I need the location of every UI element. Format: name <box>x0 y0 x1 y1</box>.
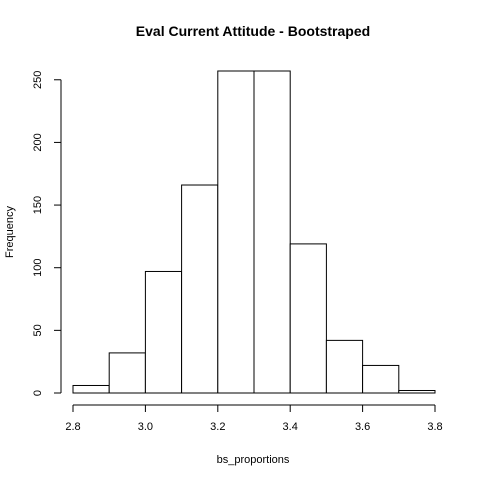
x-tick-label: 3.6 <box>355 421 370 433</box>
histogram-bar <box>398 389 436 394</box>
x-tick-label: 3.4 <box>283 421 298 433</box>
y-tick-label: 50 <box>32 324 44 336</box>
histogram-bar <box>253 70 291 394</box>
x-tick-label: 2.8 <box>65 421 80 433</box>
x-axis-label: bs_proportions <box>217 454 290 466</box>
x-axis: 2.8 3.0 3.2 3.4 3.6 3.8 <box>65 404 443 433</box>
y-tick-label: 100 <box>32 259 44 277</box>
y-tick-label: 150 <box>32 196 44 214</box>
y-tick-label: 200 <box>32 133 44 151</box>
histogram-bar <box>289 243 327 394</box>
histogram-bar <box>72 384 110 394</box>
chart-title: Eval Current Attitude - Bootstraped <box>136 23 370 39</box>
x-tick-label: 3.2 <box>210 421 225 433</box>
y-tick-label: 0 <box>32 390 44 396</box>
histogram-bar <box>144 270 183 394</box>
y-axis-label: Frequency <box>4 206 16 258</box>
histogram-bar <box>181 184 219 394</box>
histogram-bar <box>217 70 255 394</box>
x-tick-label: 3.8 <box>427 421 442 433</box>
y-axis: 0 50 100 150 200 250 <box>32 71 62 396</box>
histogram-bar <box>108 352 146 394</box>
bars-group <box>72 70 436 394</box>
histogram-bar <box>362 364 400 394</box>
y-tick-label: 250 <box>32 71 44 89</box>
histogram-bar <box>325 339 364 394</box>
x-tick-label: 3.0 <box>138 421 153 433</box>
